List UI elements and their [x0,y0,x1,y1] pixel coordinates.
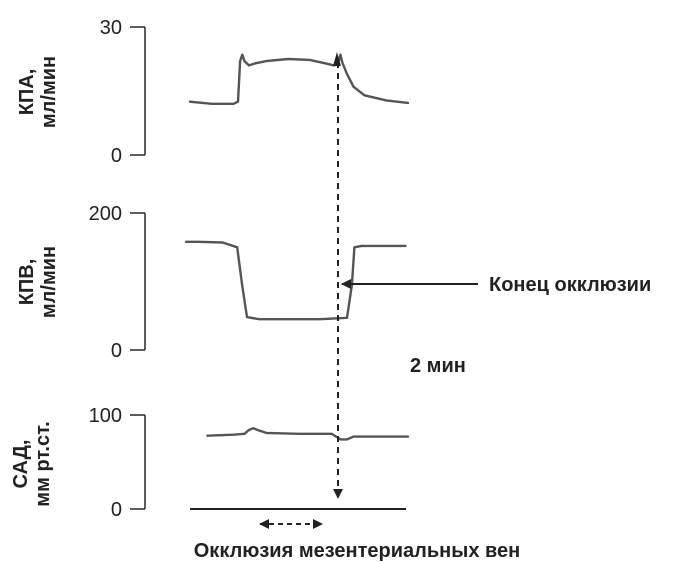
y-tick-label: 30 [100,17,122,39]
series-line [184,240,407,321]
occlusion-label: Окклюзия мезентериальных вен [194,540,521,562]
y-axis-label-group: КПВ, мл/мин [16,246,60,318]
y-axis-label-line2: мл/мин [38,246,60,318]
time-scale-label: 2 мин [410,355,466,377]
panel-kpa: 30 0 КПА, мл/мин [16,17,410,167]
y-tick-label: 200 [89,203,122,225]
y-tick-label: 0 [111,340,122,362]
series-line [188,53,410,105]
y-axis-label-line2: мл/мин [38,56,60,128]
panel-sad: 100 0 САД, мм рт.ст. [10,405,410,521]
y-axis-label-line1: КПА, [16,69,38,116]
y-tick-label: 0 [111,145,122,167]
series-line [206,427,410,441]
y-axis-label-line2: мм рт.ст. [32,421,54,506]
y-tick-label: 0 [111,499,122,521]
y-axis-label-line1: САД, [10,440,32,489]
y-axis-label-group: КПА, мл/мин [16,56,60,128]
end-occlusion-label: Конец окклюзии [489,274,651,296]
y-tick-label: 100 [89,405,122,427]
y-axis-label-group: САД, мм рт.ст. [10,421,54,506]
panel-kpv: 200 0 КПВ, мл/мин [16,203,407,362]
y-axis-label-line1: КПВ, [16,259,38,306]
